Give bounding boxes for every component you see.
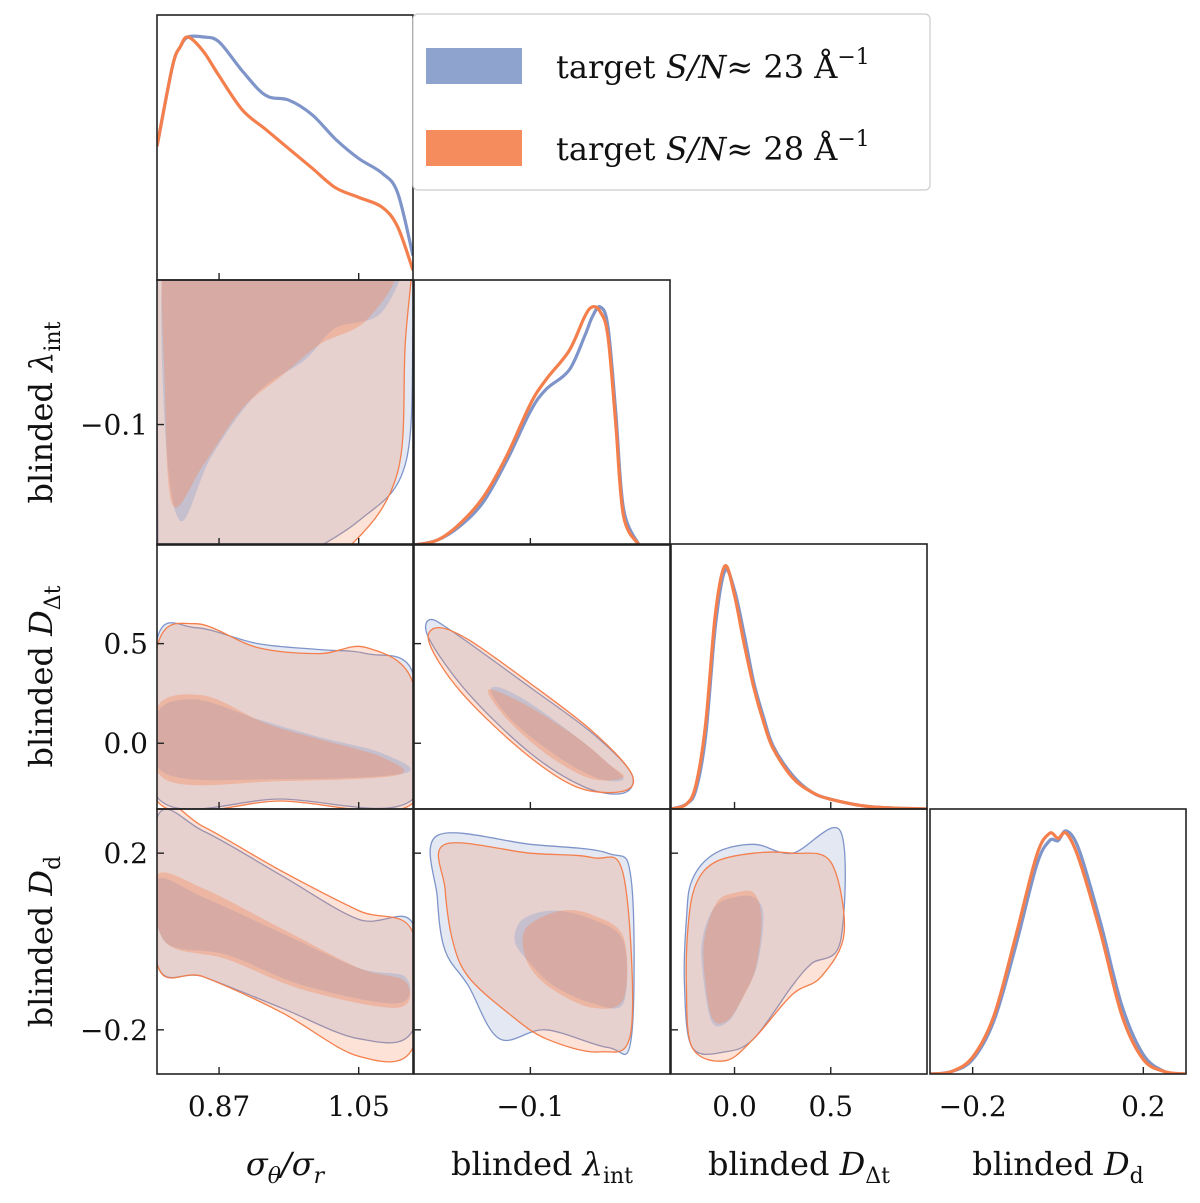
panel-frame-r3-c1	[413, 808, 671, 1075]
contour-outer-sn28	[437, 842, 634, 1053]
x-tick-label-lambda_int: −0.1	[496, 1090, 564, 1123]
x-tick-label-sigma_ratio: 1.05	[328, 1090, 390, 1123]
contour-panel-r2-c1	[424, 618, 635, 795]
contour-outer-sn28	[157, 280, 412, 545]
contour-outer-sn23	[424, 618, 634, 795]
marginal-line-sn28	[930, 830, 1186, 1074]
panel-frame-r3-c0	[156, 808, 414, 1075]
contour-inner-sn28	[703, 890, 762, 1024]
x-tick-label-D_dt: 0.0	[712, 1090, 757, 1123]
y-tick-label-D_d: 0.2	[103, 837, 148, 870]
contour-inner-sn28	[157, 872, 411, 1008]
marginal-D_d	[930, 829, 1186, 1074]
panel-frame-r3-c2	[670, 808, 928, 1075]
marginal-sigma_ratio	[157, 34, 413, 271]
contour-panel-r3-c1	[429, 832, 635, 1055]
contour-inner-sn23	[701, 895, 764, 1027]
marginal-lambda_int	[414, 305, 641, 545]
panels-layer	[156, 14, 1187, 1075]
ticks-layer: 0.87 1.05 −0.1 0.0 0.5 −0.2 0.2 −0.1 0.0 0.5 −0.2 0…	[80, 273, 1166, 1123]
y-tick-label-D_d: −0.2	[80, 1014, 148, 1047]
y-tick-label-D_dt: 0.5	[103, 628, 148, 661]
contour-inner-sn23	[514, 910, 628, 1009]
legend: target S/N≈ 23 Å−1 target S/N≈ 28 Å−1	[412, 13, 931, 191]
legend-box	[412, 13, 931, 191]
marginal-line-sn23	[414, 305, 641, 545]
marginal-line-sn28	[157, 35, 413, 271]
x-tick-label-D_d: 0.2	[1121, 1090, 1166, 1123]
contour-inner-sn23	[157, 877, 411, 1004]
panel-frame-r1-c1	[413, 279, 671, 546]
y-axis-label-D_dt: blinded DΔt	[22, 585, 66, 767]
x-tick-label-sigma_ratio: 0.87	[188, 1090, 250, 1123]
contour-inner-sn28	[161, 280, 395, 508]
legend-label-b: target S/N≈ 28 Å−1	[556, 127, 870, 168]
y-tick-label-lambda_int: −0.1	[80, 409, 148, 442]
contour-inner-sn28	[157, 694, 404, 786]
contour-inner-sn28	[487, 689, 624, 781]
contour-panel-r2-c0	[157, 622, 413, 809]
contour-inner-sn23	[161, 280, 400, 521]
y-axis-label-lambda_int: blinded λint	[22, 321, 66, 503]
marginal-line-sn28	[671, 564, 927, 809]
legend-label-a: target S/N≈ 23 Å−1	[556, 45, 870, 86]
axis-labels-layer: σθ/σr blinded λint blinded DΔt blinded Dd bl…	[22, 321, 1144, 1189]
x-tick-label-D_d: −0.2	[939, 1090, 1007, 1123]
panel-frame-r1-c0	[156, 279, 414, 546]
y-axis-label-D_d: blinded Dd	[22, 856, 66, 1027]
x-axis-label-D_dt: blinded DΔt	[708, 1145, 890, 1189]
marginal-line-sn28	[414, 305, 641, 545]
y-tick-label-D_dt: 0.0	[103, 727, 148, 760]
marginal-D_dt	[671, 564, 927, 809]
contour-outer-sn28	[685, 851, 846, 1062]
x-axis-label-D_d: blinded Dd	[972, 1145, 1143, 1189]
legend-swatch-a	[426, 48, 522, 84]
contour-panel-r3-c2	[683, 827, 846, 1062]
contour-panel-r1-c0	[157, 280, 413, 545]
contour-inner-sn23	[490, 686, 624, 782]
x-tick-label-D_dt: 0.5	[808, 1090, 853, 1123]
contour-outer-sn23	[157, 622, 413, 809]
contour-panel-r3-c0	[157, 809, 413, 1063]
contour-outer-sn28	[427, 626, 635, 794]
marginal-line-sn23	[930, 829, 1186, 1074]
contour-outer-sn28	[157, 622, 413, 809]
contour-outer-sn23	[157, 280, 413, 545]
x-axis-label-lambda_int: blinded λint	[451, 1145, 633, 1189]
panel-frame-r3-c3	[929, 808, 1187, 1075]
contour-inner-sn28	[522, 910, 628, 1009]
contour-inner-sn23	[157, 699, 411, 781]
legend-swatch-b	[426, 130, 522, 166]
x-axis-label-sigma-ratio: σθ/σr	[246, 1145, 326, 1189]
contour-outer-sn23	[429, 832, 635, 1055]
